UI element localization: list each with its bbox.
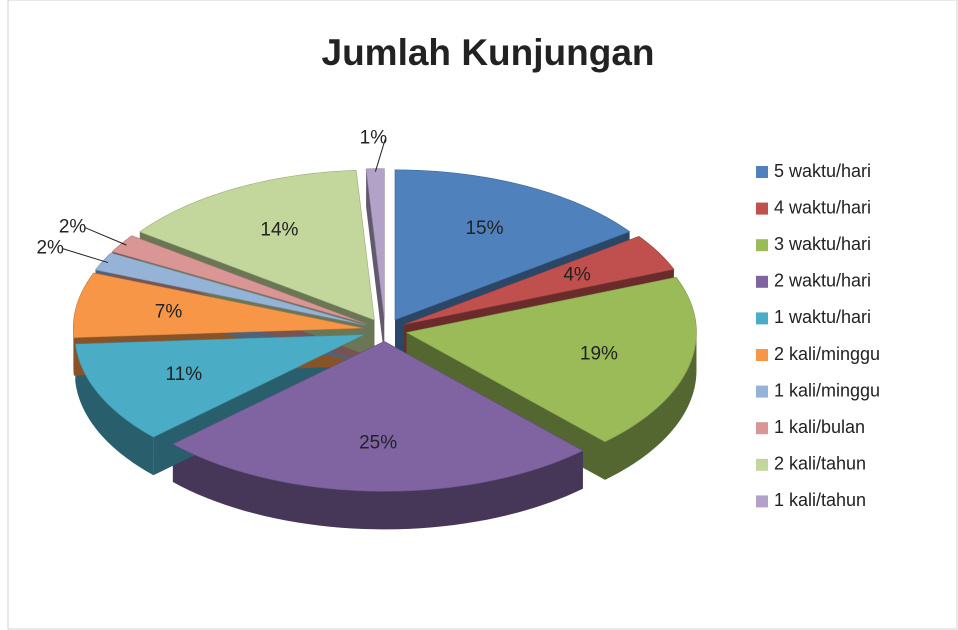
chart-title: Jumlah Kunjungan	[322, 32, 655, 73]
leader-line	[84, 226, 127, 246]
legend-label: 1 kali/minggu	[774, 380, 880, 400]
legend-swatch	[756, 349, 768, 361]
data-label: 4%	[563, 264, 591, 285]
pie: 15% 4% 19% 25% 11% 7% 2%2% 14% 1%	[36, 128, 697, 530]
leader-line	[62, 248, 109, 264]
pie-slice	[72, 272, 364, 338]
pie-wall	[366, 168, 385, 357]
legend-swatch	[756, 312, 768, 325]
legend-label: 2 kali/tahun	[774, 454, 866, 474]
pie-slice	[75, 334, 365, 438]
legend-swatch	[756, 202, 768, 215]
pie-side	[75, 343, 154, 476]
pie-slice	[394, 169, 631, 321]
pie-side	[172, 444, 583, 530]
legend-label: 4 waktu/hari	[774, 197, 871, 217]
legend-swatch	[756, 458, 768, 471]
legend-label: 2 kali/minggu	[774, 344, 880, 364]
legend-label: 1 kali/bulan	[774, 417, 865, 437]
legend-label: 2 waktu/hari	[774, 271, 871, 291]
legend-swatch	[756, 422, 768, 435]
legend-swatch	[756, 275, 768, 288]
data-label: 2%	[36, 238, 64, 259]
pie-side	[604, 332, 697, 480]
pie-slice	[405, 276, 697, 443]
data-label: 19%	[580, 344, 618, 365]
leader-line	[374, 138, 386, 172]
legend-swatch	[756, 239, 768, 252]
legend-label: 1 kali/tahun	[774, 490, 866, 510]
legend-label: 1 waktu/hari	[774, 307, 871, 327]
data-label: 11%	[166, 364, 203, 385]
pie-slice	[404, 236, 675, 325]
data-label: 25%	[359, 432, 397, 453]
pie-side	[73, 328, 74, 376]
legend-label: 3 waktu/hari	[774, 234, 871, 254]
legend-swatch	[756, 495, 768, 508]
pie-slice	[172, 341, 584, 492]
data-label: 15%	[465, 218, 503, 239]
data-label: 1%	[360, 128, 388, 149]
legend-swatch	[756, 166, 768, 178]
pie-slice	[139, 170, 375, 321]
pie-slice	[365, 168, 385, 319]
data-label: 7%	[155, 301, 183, 322]
legend-label: 5 waktu/hari	[774, 161, 871, 181]
legend: 5 waktu/hari 4 waktu/hari 3 waktu/hari 2 wa…	[756, 161, 880, 510]
data-label: 14%	[260, 220, 298, 241]
legend-swatch	[756, 385, 768, 398]
data-label: 2%	[59, 216, 87, 237]
